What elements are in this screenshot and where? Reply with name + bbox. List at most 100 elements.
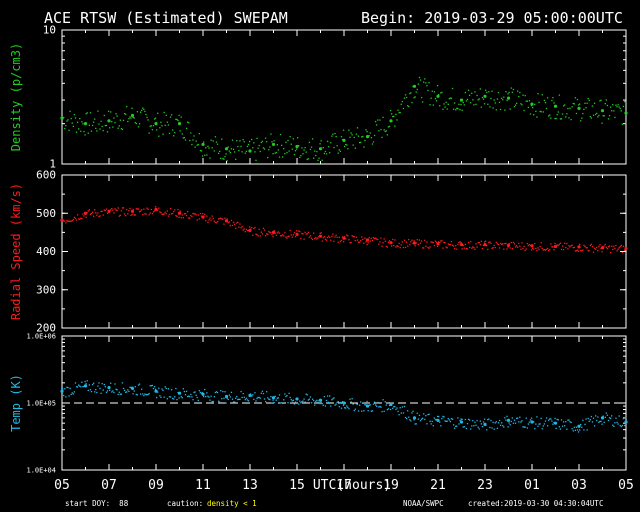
speed-sample — [130, 214, 132, 217]
speed-sample — [221, 218, 223, 220]
temp-sample — [165, 387, 167, 390]
temp-sample — [486, 429, 488, 431]
temp-sample — [473, 425, 475, 427]
temp-sample — [535, 423, 537, 425]
temp-sample — [65, 396, 67, 398]
density-sample — [514, 104, 517, 106]
density-sample — [259, 150, 261, 153]
density-sample — [476, 94, 478, 97]
temp-sample — [621, 424, 624, 427]
density-sample — [603, 115, 605, 117]
temp-sample — [606, 414, 609, 416]
density-sample — [507, 93, 509, 95]
speed-sample — [353, 236, 355, 238]
density-sample — [290, 143, 292, 145]
density-sample — [501, 97, 503, 99]
temp-sample — [68, 395, 70, 397]
density-sample — [540, 111, 542, 113]
temp-sample — [374, 404, 377, 406]
density-sample — [434, 97, 437, 100]
density-sample — [600, 99, 602, 101]
density-sample — [505, 90, 507, 93]
temp-sample — [339, 401, 342, 404]
density-sample — [117, 127, 119, 129]
speed-sample — [582, 249, 584, 251]
speed-sample — [413, 240, 415, 242]
temp-sample — [233, 401, 236, 403]
density-sample — [450, 97, 453, 99]
density-sample — [137, 126, 140, 128]
density-sample — [276, 144, 279, 146]
density-sample — [541, 94, 543, 96]
temp-series — [60, 380, 628, 433]
density-sample — [301, 147, 303, 149]
density-sample — [182, 137, 185, 139]
density-sample — [258, 144, 260, 147]
density-sample — [475, 103, 477, 106]
density-sample — [72, 125, 74, 128]
temp-sample — [586, 429, 588, 431]
density-point — [130, 113, 135, 118]
temp-sample — [99, 387, 101, 390]
density-sample — [274, 152, 276, 154]
density-sample — [255, 159, 257, 161]
speed-sample — [227, 222, 229, 224]
temp-point — [553, 421, 558, 425]
temp-sample — [87, 389, 89, 392]
temp-sample — [504, 417, 506, 419]
density-sample — [554, 117, 556, 120]
density-sample — [382, 116, 384, 119]
density-sample — [460, 104, 462, 106]
speed-sample — [164, 211, 166, 213]
density-sample — [298, 144, 300, 147]
speed-sample — [405, 241, 408, 243]
density-sample — [309, 148, 312, 151]
speed-sample — [96, 214, 98, 216]
temp-sample — [88, 384, 91, 386]
temp-sample — [127, 389, 129, 391]
density-sample — [268, 149, 270, 151]
speed-sample — [565, 246, 567, 249]
temp-sample — [436, 415, 439, 418]
temp-sample — [345, 407, 347, 409]
density-sample — [396, 119, 398, 121]
temp-sample — [503, 426, 505, 428]
temp-ytick-label: 1.0E+05 — [26, 399, 56, 407]
temp-sample — [581, 426, 583, 429]
temp-sample — [323, 396, 326, 398]
density-sample — [553, 102, 555, 104]
density-sample — [219, 150, 221, 153]
speed-sample — [389, 241, 392, 243]
temp-sample — [271, 402, 273, 404]
temp-sample — [222, 390, 224, 393]
temp-sample — [102, 389, 104, 391]
density-sample — [577, 104, 580, 106]
density-sample — [591, 105, 594, 107]
density-sample — [65, 125, 67, 127]
temp-sample — [270, 395, 272, 398]
speed-sample — [526, 242, 528, 245]
speed-sample — [305, 233, 307, 235]
temp-sample — [235, 397, 237, 399]
density-sample — [565, 116, 567, 118]
density-sample — [609, 106, 612, 108]
temp-point — [506, 418, 511, 422]
density-sample — [320, 140, 322, 142]
temp-sample — [417, 418, 420, 420]
temp-sample — [502, 425, 504, 427]
temp-sample — [210, 395, 212, 397]
density-sample — [110, 111, 112, 113]
speed-sample — [494, 246, 496, 249]
start-doy: start DOY: 88 — [65, 499, 129, 508]
speed-sample — [114, 208, 116, 210]
temp-sample — [131, 386, 133, 388]
speed-sample — [575, 250, 578, 252]
temp-sample — [174, 396, 176, 398]
temp-sample — [169, 396, 172, 398]
temp-sample — [220, 390, 222, 392]
density-sample — [68, 129, 70, 132]
temp-point — [201, 392, 205, 396]
temp-sample — [115, 388, 117, 390]
speed-sample — [351, 235, 353, 237]
speed-sample — [486, 244, 488, 247]
